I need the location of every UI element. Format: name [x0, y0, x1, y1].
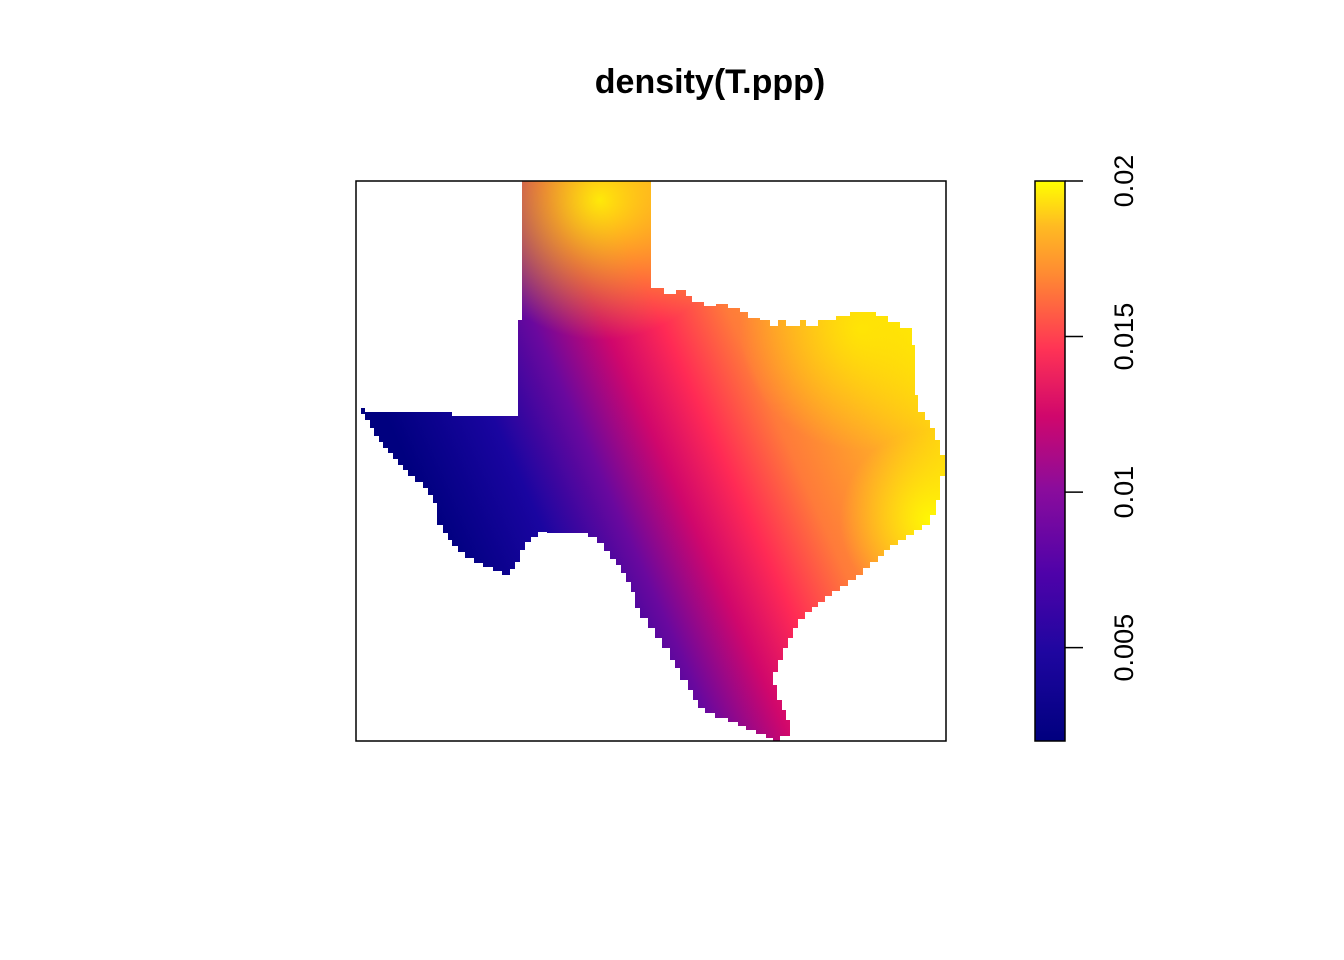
chart-title: density(T.ppp) [595, 63, 825, 101]
density-image [356, 181, 945, 741]
colorbar-tick-label: 0.015 [1109, 303, 1139, 371]
plot-frame [355, 180, 947, 742]
colorbar-tick-label: 0.02 [1109, 155, 1139, 208]
colorbar-gradient [1034, 180, 1066, 742]
colorbar-tick-label: 0.005 [1109, 614, 1139, 682]
colorbar-ticks: 0.005 0.01 0.015 0.02 [1065, 155, 1139, 682]
colorbar-legend: 0.005 0.01 0.015 0.02 [1034, 155, 1139, 742]
colorbar-tick-label: 0.01 [1109, 466, 1139, 519]
